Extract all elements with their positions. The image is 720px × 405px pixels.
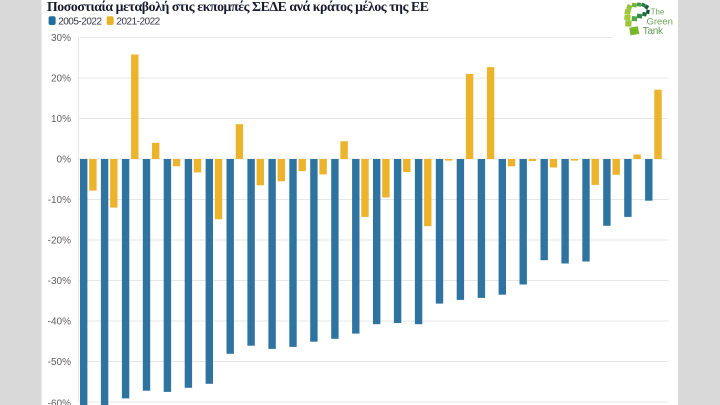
svg-text:2021-2022: 2021-2022 — [116, 16, 160, 27]
svg-text:-40%: -40% — [48, 316, 71, 327]
svg-text:Green: Green — [647, 17, 673, 28]
svg-text:0%: 0% — [57, 154, 72, 165]
svg-text:Ποσοστιαία μεταβολή στις εκπομ: Ποσοστιαία μεταβολή στις εκπομπές ΣΕΔΕ α… — [47, 0, 429, 14]
svg-text:Tank: Tank — [643, 26, 664, 37]
svg-text:-50%: -50% — [48, 357, 71, 368]
svg-text:10%: 10% — [51, 114, 71, 125]
svg-text:-20%: -20% — [48, 235, 71, 246]
svg-text:-10%: -10% — [48, 195, 71, 206]
svg-text:20%: 20% — [51, 73, 71, 84]
svg-text:30%: 30% — [51, 33, 71, 44]
svg-text:2005-2022: 2005-2022 — [58, 16, 102, 27]
svg-text:-60%: -60% — [48, 399, 71, 405]
svg-text:-30%: -30% — [48, 276, 71, 287]
svg-text:The: The — [651, 8, 665, 17]
